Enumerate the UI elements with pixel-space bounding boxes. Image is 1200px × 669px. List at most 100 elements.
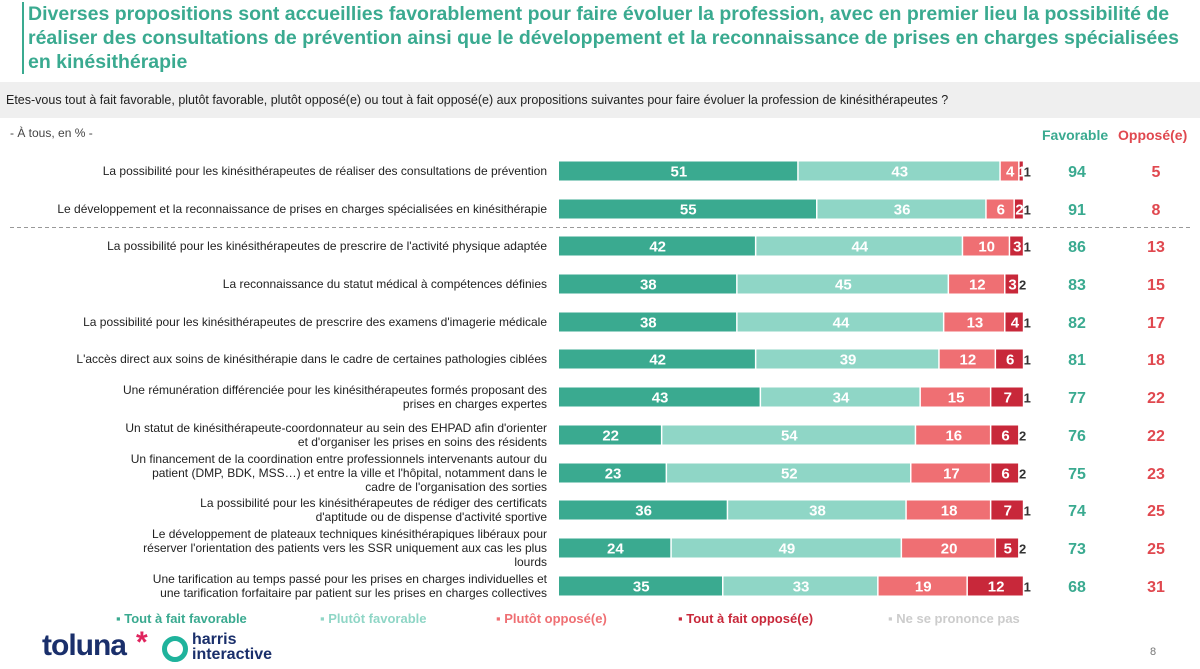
- favorable-total: 91: [1068, 202, 1086, 219]
- bar-segment: [559, 425, 661, 445]
- bar-segment: [911, 463, 990, 483]
- oppose-column-header: Opposé(e): [1118, 127, 1188, 143]
- bar-segment: [996, 538, 1019, 558]
- bar-value-label: 36: [635, 503, 652, 520]
- category-label: La reconnaissance du statut médical à co…: [223, 277, 547, 291]
- bar-segment: [756, 236, 962, 256]
- bar-segment: [902, 538, 995, 558]
- category-label: Le développement de plateaux techniques …: [143, 527, 547, 569]
- bar-value-label: 6: [1001, 428, 1009, 445]
- bar-segment: [1005, 274, 1019, 294]
- bar-segment: [986, 199, 1014, 219]
- bar-value-label: 20: [941, 541, 958, 558]
- legend-label: Ne se prononce pas: [896, 611, 1020, 626]
- bar-value-label: 10: [978, 239, 995, 256]
- bar-value-label: 23: [605, 466, 622, 483]
- category-label: La possibilité pour les kinésithérapeute…: [103, 164, 547, 178]
- bar-value-label: 16: [945, 428, 962, 445]
- bar-segment: [949, 274, 1004, 294]
- legend-marker-icon: ▪: [496, 611, 505, 626]
- bar-segment: [662, 425, 915, 445]
- oppose-total: 31: [1147, 579, 1165, 596]
- bar-segment: [963, 236, 1009, 256]
- legend-item-nsp: ▪ Ne se prononce pas: [888, 611, 1020, 626]
- favorable-column-header: Favorable: [1042, 127, 1109, 143]
- bar-segment: [920, 387, 990, 407]
- bar-value-label: 49: [779, 541, 796, 558]
- bar-segment: [944, 312, 1004, 332]
- favorable-total: 74: [1068, 503, 1086, 520]
- bar-value-label: 6: [1006, 352, 1014, 369]
- favorable-total: 81: [1068, 352, 1086, 369]
- legend-label: Tout à fait opposé(e): [686, 611, 814, 626]
- bar-segment: [1019, 161, 1023, 181]
- toluna-logo: toluna: [42, 629, 127, 662]
- favorable-total: 86: [1068, 239, 1086, 256]
- bar-segment: [939, 349, 995, 369]
- bar-value-label: 4: [1006, 164, 1015, 181]
- base-note: - À tous, en % -: [10, 126, 93, 140]
- bar-value-label: 35: [633, 579, 650, 596]
- oppose-total: 15: [1147, 277, 1165, 294]
- bar-segment: [817, 199, 986, 219]
- question-band: [0, 82, 1200, 118]
- bar-value-label: 45: [835, 277, 852, 294]
- legend-label: Plutôt opposé(e): [504, 611, 607, 626]
- bar-value-label: 42: [649, 239, 666, 256]
- bar-segment: [1014, 199, 1023, 219]
- bar-segment: [559, 161, 798, 181]
- bar-value-label: 1: [1024, 580, 1031, 595]
- bar-value-label: 51: [671, 164, 688, 181]
- page-number: 8: [1150, 646, 1157, 658]
- bar-segment: [671, 538, 901, 558]
- bar-value-label: 7: [1004, 390, 1012, 407]
- bar-segment: [798, 161, 1000, 181]
- bar-value-label: 6: [997, 202, 1005, 219]
- bar-value-label: 38: [809, 503, 826, 520]
- bar-value-label: 2: [1019, 429, 1026, 444]
- bar-segment: [761, 387, 920, 407]
- favorable-total: 73: [1068, 541, 1086, 558]
- bar-value-label: 1: [1024, 353, 1031, 368]
- bar-value-label: 2: [1019, 467, 1026, 482]
- bar-value-label: 13: [967, 315, 984, 332]
- bar-segment: [559, 387, 760, 407]
- legend-marker-icon: ▪: [888, 611, 897, 626]
- bar-value-label: 1: [1024, 504, 1031, 519]
- bar-value-label: 2: [1019, 278, 1026, 293]
- bar-segment: [756, 349, 939, 369]
- favorable-total: 68: [1068, 579, 1086, 596]
- legend-item-tout-favorable: ▪ Tout à fait favorable: [116, 611, 247, 626]
- category-label: Le développement et la reconnaissance de…: [57, 202, 547, 216]
- bar-value-label: 7: [1004, 503, 1012, 520]
- harris-line1: harris: [192, 631, 237, 648]
- oppose-total: 22: [1147, 428, 1165, 445]
- bar-segment: [991, 387, 1023, 407]
- bar-segment: [737, 312, 943, 332]
- bar-segment: [559, 199, 816, 219]
- bar-segment: [1005, 312, 1023, 332]
- bar-value-label: 3: [1008, 277, 1016, 294]
- harris-ring-icon: [162, 636, 188, 662]
- bar-segment: [728, 500, 906, 520]
- bar-segment: [559, 463, 666, 483]
- harris-interactive-logo: harris interactive: [192, 631, 272, 663]
- bar-segment: [916, 425, 990, 445]
- legend-marker-icon: ▪: [678, 611, 687, 626]
- category-label: La possibilité pour les kinésithérapeute…: [200, 496, 547, 524]
- category-label: Une rémunération différenciée pour les k…: [123, 383, 547, 411]
- bar-value-label: 1: [1024, 391, 1031, 406]
- legend-item-plutot-oppose: ▪ Plutôt opposé(e): [496, 611, 607, 626]
- bar-segment: [559, 576, 722, 596]
- bar-value-label: 15: [948, 390, 965, 407]
- bar-segment: [967, 576, 1023, 596]
- category-label: Une tarification au temps passé pour les…: [153, 572, 548, 600]
- bar-value-label: 18: [941, 503, 958, 520]
- bar-segment: [559, 274, 737, 294]
- favorable-total: 94: [1068, 164, 1086, 181]
- favorable-total: 75: [1068, 466, 1086, 483]
- bar-segment: [991, 425, 1019, 445]
- bar-value-label: 24: [607, 541, 624, 558]
- bar-value-label: 38: [640, 277, 657, 294]
